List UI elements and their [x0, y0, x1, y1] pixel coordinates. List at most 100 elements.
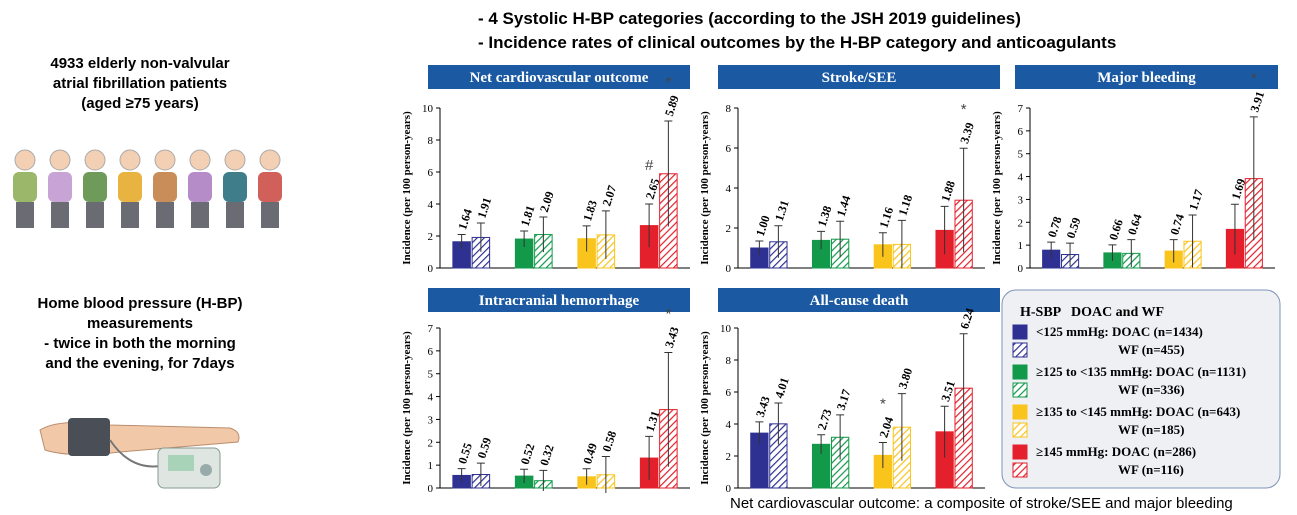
- y-tick-label: 2: [726, 223, 732, 235]
- value-label: 0.66: [1106, 218, 1126, 242]
- legend-swatch: [1013, 463, 1027, 477]
- value-label: 3.80: [895, 366, 915, 390]
- footnote: Net cardiovascular outcome: a composite …: [730, 495, 1233, 512]
- value-label: 3.39: [957, 121, 977, 145]
- value-label: 0.64: [1125, 212, 1145, 236]
- chart-title: Intracranial hemorrhage: [479, 293, 640, 309]
- legend-label: ≥145 mmHg: DOAC (n=286): [1036, 444, 1196, 459]
- y-tick-label: 0: [1018, 263, 1024, 275]
- person-body: [48, 172, 72, 202]
- significance-marker: *: [880, 396, 886, 413]
- y-axis-label: Incidence (per 100 person-years): [699, 111, 711, 265]
- y-tick-label: 7: [428, 323, 434, 335]
- population-text: (aged ≥75 years): [81, 95, 198, 112]
- value-label: 0.59: [474, 436, 494, 460]
- y-tick-label: 2: [428, 437, 434, 449]
- population-text: 4933 elderly non-valvular: [50, 55, 229, 72]
- y-tick-label: 5: [1018, 149, 1024, 161]
- y-tick-label: 6: [428, 346, 434, 358]
- value-label: 1.44: [834, 194, 854, 218]
- legend-swatch: [1013, 365, 1027, 379]
- value-label: 4.01: [772, 376, 792, 400]
- y-tick-label: 6: [726, 143, 732, 155]
- person-body: [13, 172, 37, 202]
- value-label: 3.43: [753, 395, 773, 419]
- chart-title: Major bleeding: [1097, 70, 1196, 86]
- value-label: 3.17: [834, 388, 854, 412]
- chart-title: Stroke/SEE: [822, 70, 897, 86]
- y-axis-label: Incidence (per 100 person-years): [991, 111, 1003, 265]
- y-axis-label: Incidence (per 100 person-years): [401, 111, 413, 265]
- header-line: - Incidence rates of clinical outcomes b…: [478, 33, 1116, 52]
- value-label: 0.59: [1064, 216, 1084, 240]
- value-label: 0.55: [455, 441, 475, 465]
- legend-label: WF (n=336): [1118, 382, 1185, 397]
- y-tick-label: 3: [428, 414, 434, 426]
- person-legs: [121, 202, 139, 228]
- population-text: atrial fibrillation patients: [53, 75, 227, 92]
- value-label: 2.73: [815, 407, 835, 431]
- person-legs: [226, 202, 244, 228]
- legend-title: H-SBP DOAC and WF: [1020, 305, 1164, 320]
- y-tick-label: 0: [428, 263, 434, 275]
- person-head: [155, 150, 175, 170]
- y-tick-label: 10: [422, 103, 434, 115]
- person-legs: [191, 202, 209, 228]
- elderly-icons: [13, 150, 282, 228]
- value-label: 1.16: [876, 205, 896, 229]
- person-legs: [261, 202, 279, 228]
- y-tick-label: 4: [726, 419, 732, 431]
- legend-label: WF (n=455): [1118, 342, 1185, 357]
- value-label: 2.09: [537, 190, 557, 214]
- person-head: [15, 150, 35, 170]
- value-label: 1.17: [1186, 188, 1206, 212]
- value-label: 3.43: [662, 325, 682, 349]
- measurement-text: measurements: [87, 315, 193, 332]
- value-label: 1.18: [895, 193, 915, 217]
- person-body: [83, 172, 107, 202]
- legend-swatch: [1013, 423, 1027, 437]
- bp-monitor-icon: [40, 418, 239, 488]
- y-tick-label: 0: [726, 483, 732, 495]
- y-tick-label: 4: [726, 183, 732, 195]
- legend-swatch: [1013, 405, 1027, 419]
- y-tick-label: 6: [428, 167, 434, 179]
- significance-marker: #: [645, 157, 654, 174]
- value-label: 0.58: [599, 429, 619, 453]
- person-head: [260, 150, 280, 170]
- y-axis-label: Incidence (per 100 person-years): [401, 331, 413, 485]
- value-label: 0.32: [537, 443, 557, 467]
- chart-title: All-cause death: [810, 293, 909, 309]
- value-label: 3.91: [1247, 90, 1267, 114]
- person-head: [225, 150, 245, 170]
- y-tick-label: 6: [1018, 126, 1024, 138]
- significance-marker: *: [961, 101, 967, 118]
- value-label: 1.64: [455, 207, 475, 231]
- value-label: 1.38: [815, 204, 835, 228]
- legend-swatch: [1013, 325, 1027, 339]
- y-tick-label: 6: [726, 387, 732, 399]
- value-label: 0.49: [580, 441, 600, 465]
- value-label: 0.52: [518, 442, 538, 466]
- value-label: 0.78: [1045, 215, 1065, 239]
- legend-label: WF (n=116): [1118, 462, 1184, 477]
- legend-label: <125 mmHg: DOAC (n=1434): [1036, 324, 1203, 339]
- y-tick-label: 3: [1018, 194, 1024, 206]
- header-line: - 4 Systolic H-BP categories (according …: [478, 9, 1021, 28]
- y-axis-label: Incidence (per 100 person-years): [699, 331, 711, 485]
- y-tick-label: 4: [1018, 172, 1024, 184]
- legend-label: ≥125 to <135 mmHg: DOAC (n=1131): [1036, 364, 1246, 379]
- y-tick-label: 2: [726, 451, 732, 463]
- person-body: [223, 172, 247, 202]
- person-legs: [51, 202, 69, 228]
- y-tick-label: 4: [428, 199, 434, 211]
- person-head: [85, 150, 105, 170]
- person-body: [153, 172, 177, 202]
- y-tick-label: 0: [428, 483, 434, 495]
- person-body: [118, 172, 142, 202]
- person-head: [50, 150, 70, 170]
- y-tick-label: 5: [428, 369, 434, 381]
- legend-swatch: [1013, 343, 1027, 357]
- value-label: 1.81: [518, 204, 538, 228]
- significance-marker: *: [1251, 70, 1257, 87]
